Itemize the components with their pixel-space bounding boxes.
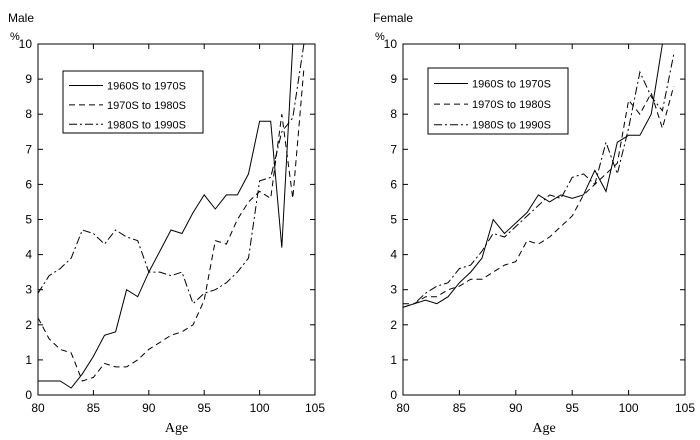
male-y-tick-label: 2 [25, 318, 32, 332]
male-legend-entry: 1960S to 1970S [107, 81, 186, 93]
male-x-tick-label: 80 [31, 401, 45, 415]
female-x-tick-label: 85 [453, 401, 467, 415]
female-y-tick-label: 6 [390, 177, 397, 191]
male-x-axis-label: Age [165, 421, 188, 436]
male-legend-entry: 1970S to 1980S [107, 100, 186, 112]
male-y-tick-label: 7 [25, 142, 32, 156]
male-y-tick-label: 10 [19, 37, 33, 51]
female-series-group [403, 44, 675, 308]
male-legend-box [62, 70, 204, 134]
male-panel-title: Male [8, 11, 34, 25]
female-y-tick-label: 3 [390, 283, 397, 297]
female-y-tick-label: 10 [384, 37, 398, 51]
male-series-group [38, 44, 305, 389]
female-legend-entry: 1980S to 1990S [472, 120, 551, 132]
female-x-tick-label: 80 [396, 401, 410, 415]
female-x-tick-label: 100 [619, 401, 639, 415]
male-y-tick-label: 5 [25, 213, 32, 227]
female-y-tick-label: 2 [390, 318, 397, 332]
female-y-tick-label: 8 [390, 107, 397, 121]
male-y-tick-label: 9 [25, 72, 32, 86]
male-series-line-solid [38, 44, 294, 389]
male-y-tick-label: 8 [25, 107, 32, 121]
male-legend-entry: 1980S to 1990S [107, 119, 186, 131]
female-legend-box [427, 67, 569, 135]
male-y-tick-label: 1 [25, 353, 32, 367]
female-x-tick-label: 95 [566, 401, 580, 415]
female-y-tick-label: 5 [390, 213, 397, 227]
female-y-tick-label: 1 [390, 353, 397, 367]
male-x-tick-label: 95 [198, 401, 212, 415]
male-y-tick-label: 3 [25, 283, 32, 297]
male-x-tick-label: 90 [142, 401, 156, 415]
male-y-tick-label: 0 [25, 388, 32, 402]
male-y-tick-label: 6 [25, 177, 32, 191]
female-y-unit-label: % [375, 31, 385, 43]
female-panel-title: Female [373, 11, 413, 25]
male-y-tick-label: 4 [25, 248, 32, 262]
female-legend-entry: 1970S to 1980S [472, 99, 551, 111]
female-y-tick-label: 9 [390, 72, 397, 86]
female-series-line-solid [403, 44, 663, 308]
male-y-unit-label: % [10, 31, 20, 43]
female-panel: Female% Age 80 85 90 95 100 105 0 1 2 3 4 5 6 7 8 9 10 1960… [373, 11, 695, 436]
male-x-tick-label: 100 [250, 401, 270, 415]
female-x-axis-label: Age [532, 421, 555, 436]
male-x-tick-label: 85 [87, 401, 101, 415]
female-y-tick-label: 4 [390, 248, 397, 262]
female-y-tick-label: 7 [390, 142, 397, 156]
female-y-tick-label: 0 [390, 388, 397, 402]
male-x-tick-label: 105 [305, 401, 325, 415]
female-series-line-dashdot [403, 54, 675, 308]
female-legend-entry: 1960S to 1970S [472, 78, 551, 90]
male-series-line-dashed [38, 68, 305, 382]
female-x-tick-label: 105 [675, 401, 695, 415]
female-x-tick-label: 90 [509, 401, 523, 415]
male-series-line-dashdot [38, 44, 305, 305]
male-panel: Male% Age 80 85 90 95 100 105 0 1 2 3 4 5 6 7 8 9 10 1960S … [8, 11, 325, 436]
